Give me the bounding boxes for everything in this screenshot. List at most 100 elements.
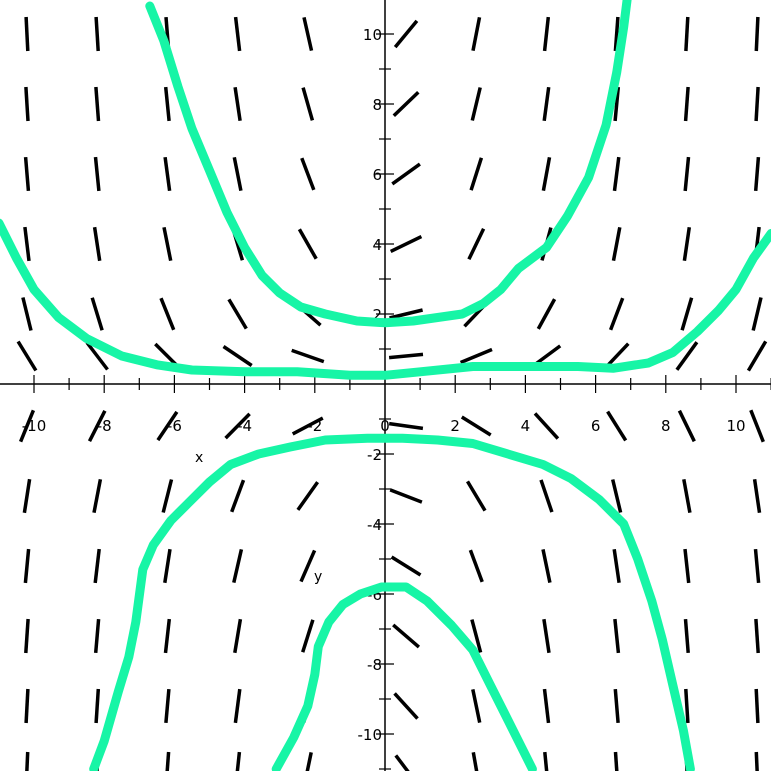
slope-segment bbox=[296, 481, 320, 511]
y-tick-label: 6 bbox=[372, 166, 382, 184]
slope-segment bbox=[300, 157, 316, 191]
slope-segment bbox=[610, 479, 623, 513]
slope-segment bbox=[536, 298, 557, 330]
x-tick-label: -4 bbox=[237, 417, 252, 435]
slope-segment bbox=[291, 416, 324, 436]
slope-segment bbox=[24, 688, 30, 724]
slope-segment bbox=[162, 226, 173, 262]
slope-segment bbox=[161, 479, 174, 513]
slope-segment bbox=[233, 86, 242, 122]
slope-segment bbox=[606, 410, 628, 442]
slope-segment bbox=[23, 548, 31, 584]
slope-segment bbox=[680, 297, 694, 331]
slope-segment bbox=[608, 297, 625, 331]
slope-segment bbox=[301, 619, 315, 653]
slope-segment bbox=[542, 688, 551, 724]
slope-segment bbox=[227, 298, 248, 330]
x-tick-label: 6 bbox=[591, 417, 601, 435]
y-tick-label: -2 bbox=[367, 446, 382, 464]
x-tick-label: -10 bbox=[22, 417, 47, 435]
solution-curve bbox=[145, 0, 632, 328]
slope-segment bbox=[389, 488, 423, 504]
slope-segment bbox=[165, 751, 171, 771]
x-tick-label: 10 bbox=[726, 417, 745, 435]
slope-segment bbox=[754, 86, 760, 122]
slope-segment bbox=[24, 16, 30, 52]
y-tick-label: 10 bbox=[363, 26, 382, 44]
slope-segment bbox=[393, 692, 419, 720]
slope-segment bbox=[542, 86, 551, 122]
slope-segment bbox=[612, 548, 621, 584]
slope-segment bbox=[675, 341, 699, 371]
slope-segment bbox=[613, 618, 621, 654]
slope-segment bbox=[302, 17, 314, 51]
slope-segment bbox=[92, 478, 103, 514]
slope-segment bbox=[299, 549, 317, 583]
slope-segment bbox=[683, 618, 690, 654]
slope-segment bbox=[684, 16, 690, 52]
x-tick-label: -8 bbox=[97, 417, 112, 435]
slope-segment bbox=[392, 90, 420, 118]
slope-segment bbox=[611, 226, 622, 262]
slope-segment bbox=[468, 549, 484, 583]
solution-curve bbox=[89, 433, 695, 771]
slope-segment bbox=[754, 16, 760, 52]
y-tick-label: -10 bbox=[358, 726, 383, 744]
slope-segment bbox=[469, 157, 484, 191]
slope-segment bbox=[25, 751, 30, 771]
slope-segment bbox=[233, 16, 242, 52]
slope-segment bbox=[471, 16, 482, 52]
slope-segment bbox=[93, 548, 101, 584]
slope-segment bbox=[18, 409, 36, 443]
y-tick-label: 8 bbox=[372, 96, 382, 114]
y-tick-label: -4 bbox=[367, 516, 382, 534]
slope-segment bbox=[23, 226, 31, 262]
slope-segment bbox=[21, 297, 33, 331]
y-axis-label: y bbox=[314, 569, 322, 585]
slope-segment bbox=[224, 412, 251, 440]
slope-segment bbox=[683, 548, 691, 584]
slope-segment bbox=[460, 415, 492, 437]
slope-segment bbox=[94, 16, 100, 52]
x-tick-label: -2 bbox=[307, 417, 322, 435]
slope-segment bbox=[389, 235, 423, 253]
slope-segment bbox=[471, 751, 479, 771]
slope-segment bbox=[752, 478, 762, 514]
slope-segment bbox=[683, 86, 690, 122]
slope-segment bbox=[305, 752, 313, 771]
slope-segment bbox=[235, 751, 242, 771]
slope-segment bbox=[94, 688, 101, 724]
slope-segment bbox=[92, 226, 102, 262]
slope-segment bbox=[394, 754, 410, 771]
slope-segment bbox=[232, 156, 243, 192]
slope-segment bbox=[684, 688, 690, 724]
slope-segment bbox=[613, 86, 621, 122]
slope-segment bbox=[230, 479, 246, 513]
slope-segment bbox=[222, 345, 253, 367]
slope-segment bbox=[163, 156, 172, 192]
x-tick-label: 0 bbox=[380, 417, 390, 435]
slope-segment bbox=[393, 19, 419, 49]
slope-segment bbox=[23, 156, 31, 192]
slope-segment bbox=[465, 480, 487, 512]
y-tick-label: -8 bbox=[367, 656, 382, 674]
slope-segment bbox=[753, 548, 761, 584]
slope-segment bbox=[24, 86, 30, 122]
x-axis-label: x bbox=[195, 450, 203, 466]
solution-curve bbox=[271, 582, 537, 771]
slope-segment bbox=[541, 156, 552, 192]
slope-segment bbox=[613, 688, 620, 724]
slope-segment bbox=[93, 156, 101, 192]
slope-segment bbox=[754, 618, 760, 654]
slope-segment bbox=[682, 226, 692, 262]
slope-segment bbox=[682, 478, 692, 514]
slope-segment bbox=[459, 347, 493, 365]
slope-segment bbox=[164, 688, 171, 724]
slope-segment bbox=[751, 297, 763, 331]
slope-segment bbox=[163, 548, 172, 584]
slope-segment bbox=[291, 348, 325, 364]
slope-segment bbox=[470, 619, 483, 653]
slope-segment bbox=[753, 156, 761, 192]
